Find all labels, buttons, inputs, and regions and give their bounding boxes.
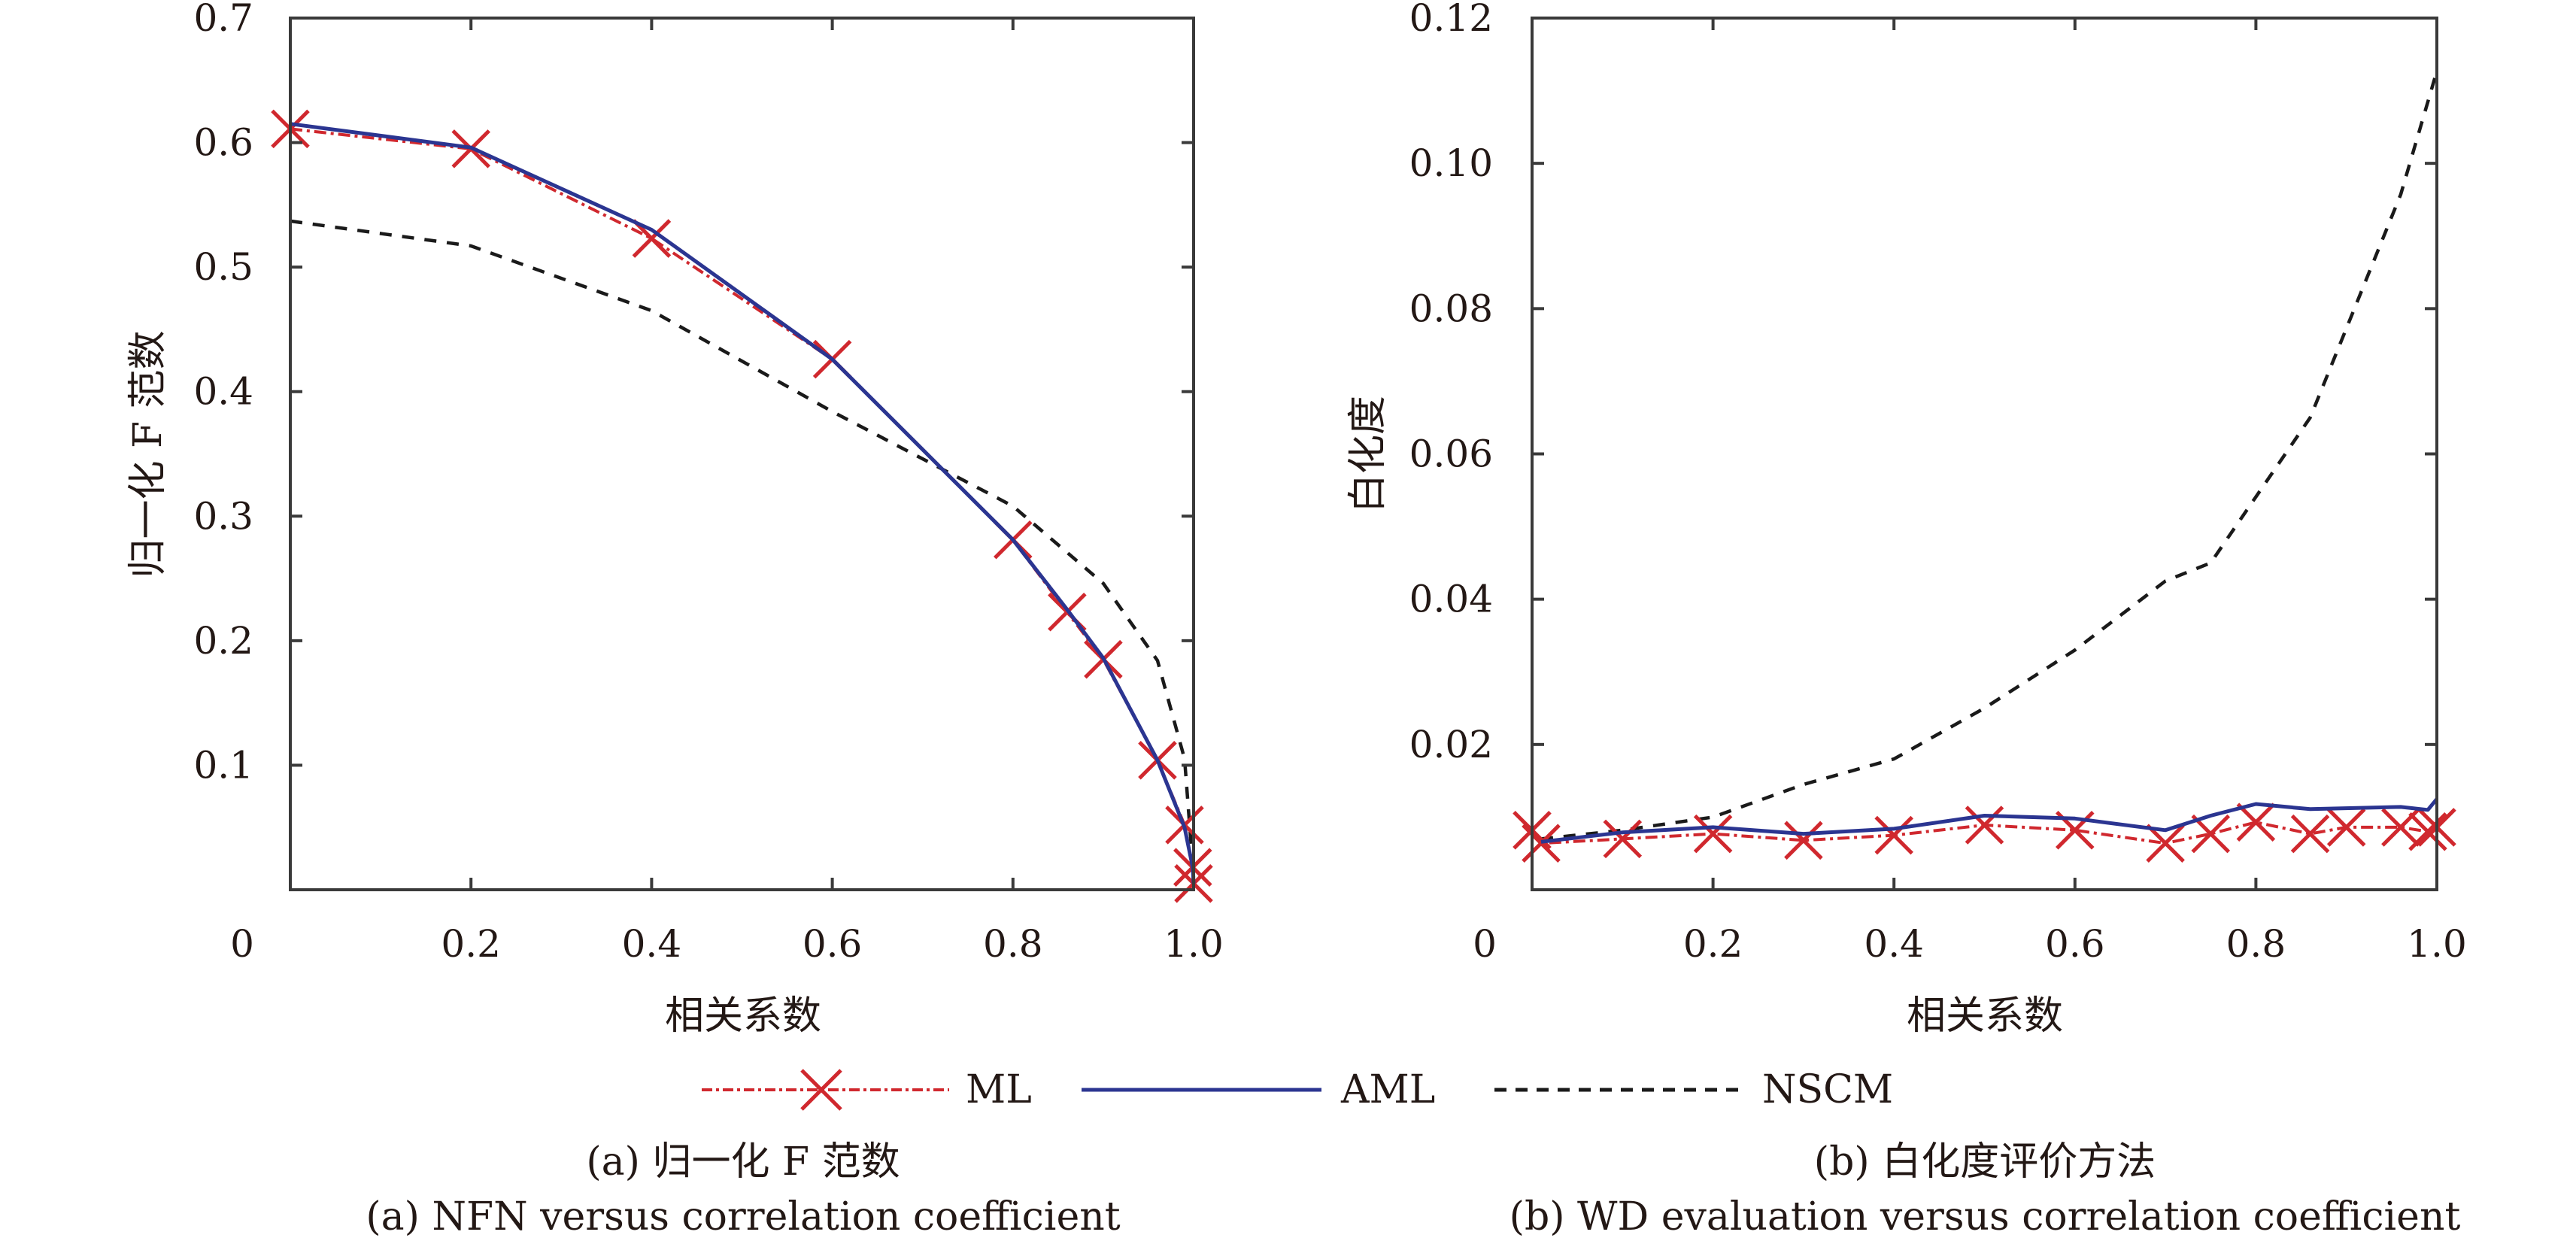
point-ml [2408,812,2447,851]
point-ml [1874,815,1913,855]
ticks-layer-a: 0 0.2 0.4 0.6 0.8 1.0 0.1 0.2 0.3 0.4 0.5 0.6 0.7 [193,0,1223,966]
legend-item-aml: AML [1082,1067,1435,1112]
y-tick-label: 0.6 [193,121,253,165]
point-ml [1784,821,1823,860]
point-ml [1965,806,2004,845]
caption-b-en: (b) WD evaluation versus correlation coe… [1509,1194,2461,1239]
legend-marker-ml-x-icon [800,1069,842,1111]
x-tick-label: 0 [1473,922,1497,966]
line-aml [290,122,1196,884]
x-tick-label: 1.0 [1164,922,1224,966]
series-aml [1540,797,2438,844]
line-ml [1531,821,2438,845]
plot-frame-b [1531,17,2438,891]
x-tick-label: 1.0 [2407,922,2467,966]
x-tick-label: 0.2 [441,922,501,966]
line-aml [1540,797,2438,844]
ticks-layer-b: 0 0.2 0.4 0.6 0.8 1.0 0.02 0.04 0.06 0.08 0.10 0.12 [1409,0,2467,966]
legend-label-ml: ML [966,1067,1032,1112]
x-tick-label: 0.6 [803,922,863,966]
point-ml [2146,824,2185,863]
x-tick-label: 0 [230,922,254,966]
point-ml [632,219,672,258]
series-aml [290,122,1196,884]
y-tick-label: 0.3 [193,494,253,538]
line-nscm [1540,70,2439,841]
line-ml [290,127,1195,884]
y-tick-label: 0.4 [193,370,253,414]
legend-label-aml: AML [1340,1067,1435,1112]
point-ml [1603,819,1643,859]
y-tick-label: 0.04 [1409,578,1493,621]
y-tick-label: 0.7 [193,0,253,40]
x-axis-title-a: 相关系数 [665,994,821,1039]
point-ml [2326,808,2366,847]
x-tick-label: 0.4 [622,922,682,966]
x-axis-title-b: 相关系数 [1907,994,2063,1039]
series-ml [1513,803,2456,863]
x-tick-label: 0.4 [1864,922,1924,966]
series-layer-a [271,109,1213,903]
x-tick-label: 0.8 [983,922,1043,966]
series-ml [271,109,1213,903]
point-ml [2236,803,2276,842]
legend-item-nscm: NSCM [1494,1067,1893,1112]
point-ml [1693,814,1733,854]
legend-item-ml: ML [702,1067,1032,1112]
point-ml [1522,824,1561,863]
y-tick-label: 0.02 [1409,723,1493,766]
series-nscm [290,219,1196,878]
plot-frame-a [289,17,1195,891]
y-tick-label: 0.06 [1409,432,1493,476]
x-tick-label: 0.2 [1683,922,1743,966]
x-tick-label: 0.8 [2226,922,2286,966]
y-tick-label: 0.5 [193,245,253,289]
y-tick-label: 0.10 [1409,141,1493,185]
caption-b-cn: (b) 白化度评价方法 [1814,1139,2156,1185]
line-nscm [290,219,1196,878]
series-layer-b [1513,70,2456,863]
y-tick-label: 0.1 [193,743,253,787]
caption-a-cn: (a) 归一化 F 范数 [586,1139,900,1185]
point-ml [2290,814,2330,854]
x-tick-label: 0.6 [2045,922,2105,966]
caption-a-en: (a) NFN versus correlation coefficient [366,1194,1120,1239]
series-nscm [1540,70,2439,841]
y-tick-label: 0.08 [1409,287,1493,330]
y-tick-label: 0.12 [1409,0,1493,40]
chart-nfn: 0 0.2 0.4 0.6 0.8 1.0 0.1 0.2 0.3 0.4 0.5 0.6 0.7 相关… [126,0,1224,1039]
legend-label-nscm: NSCM [1762,1067,1893,1112]
y-axis-title-b: 白化度 [1346,396,1391,513]
legend: ML AML NSCM [702,1067,1893,1112]
y-axis-title-a: 归一化 F 范数 [126,330,171,578]
chart-wd: 0 0.2 0.4 0.6 0.8 1.0 0.02 0.04 0.06 0.08 0.10 0.12… [1346,0,2467,1039]
y-tick-label: 0.2 [193,619,253,663]
point-ml [2191,814,2231,854]
